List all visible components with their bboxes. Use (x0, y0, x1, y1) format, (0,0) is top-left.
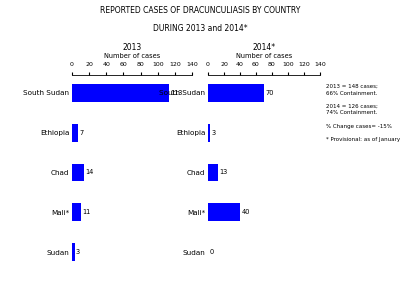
Text: 2013 = 148 cases;
66% Containment.

2014 = 126 cases;
74% Containment.

% Change: 2013 = 148 cases; 66% Containment. 2014 … (326, 84, 400, 142)
Bar (72, 243, 74, 261)
Bar (208, 84, 264, 102)
Text: 13: 13 (220, 169, 228, 175)
Text: REPORTED CASES OF DRACUNCULIASIS BY COUNTRY: REPORTED CASES OF DRACUNCULIASIS BY COUN… (100, 6, 300, 15)
Bar (72, 84, 169, 102)
X-axis label: Number of cases: Number of cases (104, 53, 160, 59)
Bar (208, 164, 218, 181)
Title: 2013: 2013 (122, 43, 142, 52)
Text: 3: 3 (76, 249, 80, 255)
Text: 0: 0 (209, 249, 214, 255)
Text: 113: 113 (170, 90, 182, 96)
Bar (208, 203, 240, 221)
Title: 2014*: 2014* (252, 43, 276, 52)
Text: DURING 2013 and 2014*: DURING 2013 and 2014* (153, 24, 247, 33)
Bar (72, 124, 78, 142)
Text: 14: 14 (85, 169, 94, 175)
Text: 7: 7 (79, 130, 84, 136)
Text: 70: 70 (265, 90, 274, 96)
Text: 3: 3 (212, 130, 216, 136)
X-axis label: Number of cases: Number of cases (236, 53, 292, 59)
Text: 11: 11 (83, 209, 91, 215)
Bar (72, 164, 84, 181)
Bar (208, 124, 210, 142)
Bar (72, 203, 82, 221)
Text: 40: 40 (241, 209, 250, 215)
